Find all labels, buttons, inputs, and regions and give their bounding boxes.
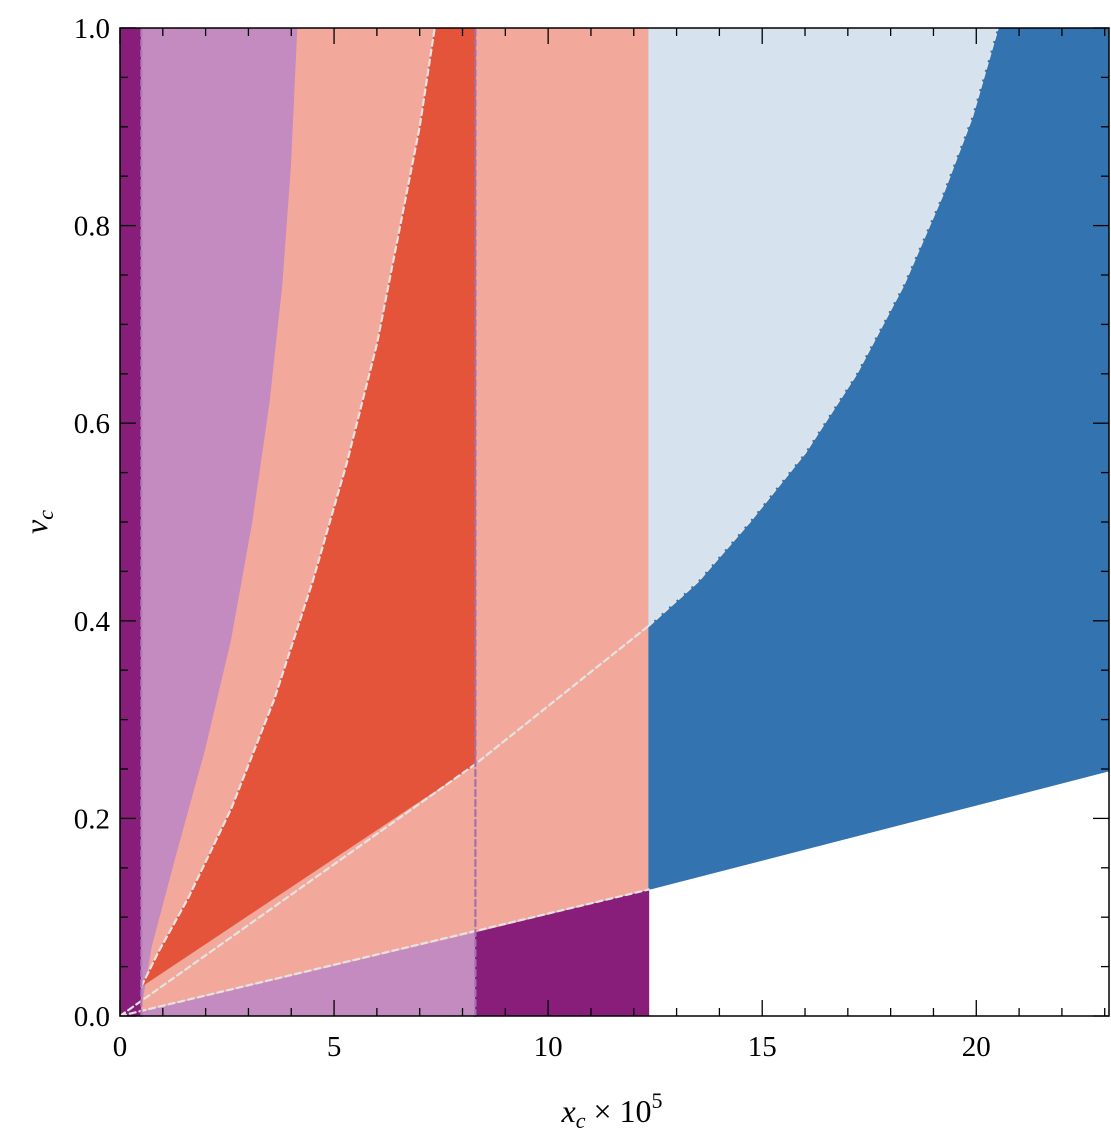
x-axis-sub: c (576, 1108, 586, 1131)
y-tick-label: 0.4 (74, 606, 111, 638)
regions-layer (119, 27, 1110, 1017)
x-axis-rest: × 10 (585, 1093, 651, 1129)
y-axis-sub: c (33, 510, 58, 520)
x-axis-title: xc × 105 (560, 1088, 662, 1131)
ticks-layer (119, 27, 1109, 1017)
y-tick-label: 0.6 (74, 408, 110, 440)
dashed-line-high-slope (140, 26, 436, 988)
x-tick-label: 15 (748, 1031, 777, 1063)
x-tick-label: 20 (962, 1031, 991, 1063)
x-axis-var: x (560, 1093, 575, 1129)
x-tick-label: 0 (113, 1031, 128, 1063)
y-axis-title: vc (18, 510, 58, 534)
x-tick-label: 10 (534, 1031, 563, 1063)
x-tick-label: 5 (327, 1031, 342, 1063)
y-axis-var: v (18, 519, 54, 534)
y-tick-label: 1.0 (74, 13, 110, 45)
boundary-lines-layer (118, 26, 999, 1018)
dashed-line-blue-boundary (647, 26, 999, 627)
dashed-line-low-slope (118, 888, 650, 1018)
y-tick-label: 0.2 (74, 803, 110, 835)
y-tick-label: 0.8 (74, 211, 110, 243)
x-axis-sup: 5 (652, 1088, 663, 1113)
y-tick-label: 0.0 (74, 1001, 110, 1033)
tick-labels-layer: 0 5 10 15 20 0.0 0.2 0.4 0.6 0.8 1.0 (74, 13, 991, 1063)
